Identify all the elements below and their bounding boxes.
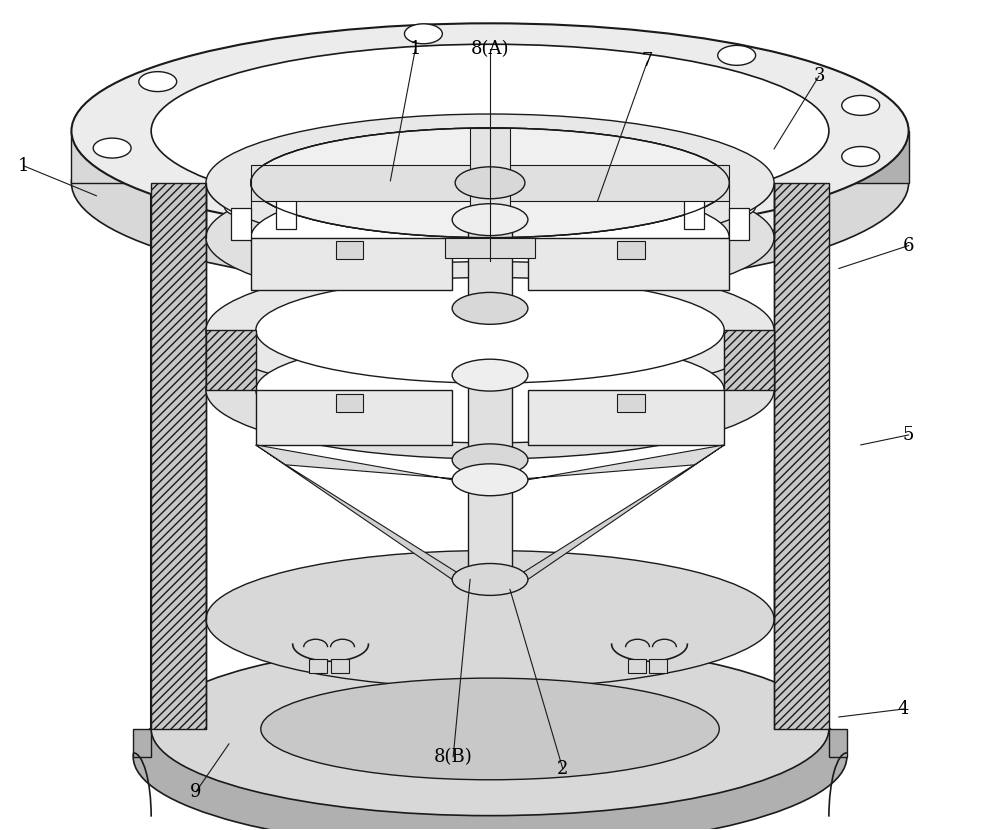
- Polygon shape: [276, 191, 296, 228]
- Polygon shape: [468, 220, 512, 309]
- Ellipse shape: [452, 292, 528, 325]
- Text: 9: 9: [190, 783, 202, 801]
- Ellipse shape: [471, 220, 509, 240]
- Ellipse shape: [256, 337, 724, 443]
- Ellipse shape: [452, 464, 528, 496]
- Polygon shape: [206, 330, 256, 390]
- Polygon shape: [256, 445, 468, 579]
- Ellipse shape: [452, 444, 528, 476]
- Text: 8(B): 8(B): [434, 748, 473, 766]
- Ellipse shape: [71, 23, 909, 238]
- Text: 3: 3: [813, 67, 825, 85]
- Ellipse shape: [718, 197, 756, 217]
- Polygon shape: [256, 445, 468, 480]
- Ellipse shape: [261, 678, 719, 779]
- Ellipse shape: [718, 46, 756, 66]
- Polygon shape: [528, 237, 729, 290]
- Ellipse shape: [139, 71, 177, 91]
- Ellipse shape: [404, 24, 442, 44]
- Polygon shape: [71, 131, 151, 183]
- Polygon shape: [684, 191, 704, 228]
- Polygon shape: [729, 208, 749, 240]
- Ellipse shape: [93, 138, 131, 158]
- Polygon shape: [512, 445, 724, 480]
- Ellipse shape: [842, 147, 880, 167]
- Polygon shape: [470, 128, 510, 237]
- Ellipse shape: [133, 664, 847, 830]
- Polygon shape: [512, 445, 724, 579]
- Polygon shape: [251, 237, 452, 290]
- Ellipse shape: [206, 168, 774, 306]
- Polygon shape: [628, 659, 646, 673]
- Polygon shape: [336, 394, 363, 412]
- Polygon shape: [231, 208, 251, 240]
- Polygon shape: [336, 241, 363, 258]
- Ellipse shape: [452, 203, 528, 236]
- Ellipse shape: [206, 261, 774, 399]
- Ellipse shape: [842, 95, 880, 115]
- Polygon shape: [774, 183, 829, 729]
- Polygon shape: [528, 390, 724, 445]
- Polygon shape: [445, 237, 535, 257]
- Polygon shape: [133, 729, 151, 757]
- Polygon shape: [829, 729, 847, 757]
- Text: 6: 6: [903, 237, 914, 255]
- Ellipse shape: [452, 359, 528, 391]
- Text: 4: 4: [898, 700, 909, 718]
- Ellipse shape: [251, 128, 729, 237]
- Ellipse shape: [206, 321, 774, 459]
- Ellipse shape: [452, 564, 528, 595]
- Polygon shape: [251, 164, 729, 201]
- Ellipse shape: [251, 128, 729, 237]
- Polygon shape: [829, 131, 909, 183]
- Polygon shape: [649, 659, 667, 673]
- Ellipse shape: [455, 167, 525, 198]
- Ellipse shape: [206, 550, 774, 688]
- Ellipse shape: [151, 96, 829, 270]
- Text: 7: 7: [642, 52, 653, 71]
- Ellipse shape: [224, 197, 262, 217]
- Text: 8(A): 8(A): [471, 40, 509, 58]
- Text: 1: 1: [18, 157, 29, 175]
- Polygon shape: [309, 659, 327, 673]
- Polygon shape: [724, 330, 774, 390]
- Text: 2: 2: [557, 759, 568, 778]
- Text: 1: 1: [410, 40, 421, 58]
- Ellipse shape: [151, 44, 829, 217]
- Polygon shape: [617, 241, 645, 258]
- Ellipse shape: [251, 183, 729, 292]
- Ellipse shape: [206, 114, 774, 251]
- Polygon shape: [151, 183, 206, 729]
- Polygon shape: [331, 659, 349, 673]
- Ellipse shape: [151, 642, 829, 816]
- Polygon shape: [256, 390, 452, 445]
- Polygon shape: [468, 375, 512, 460]
- Polygon shape: [617, 394, 645, 412]
- Text: 5: 5: [903, 426, 914, 444]
- Ellipse shape: [256, 277, 724, 383]
- Polygon shape: [468, 480, 512, 579]
- Ellipse shape: [71, 76, 909, 290]
